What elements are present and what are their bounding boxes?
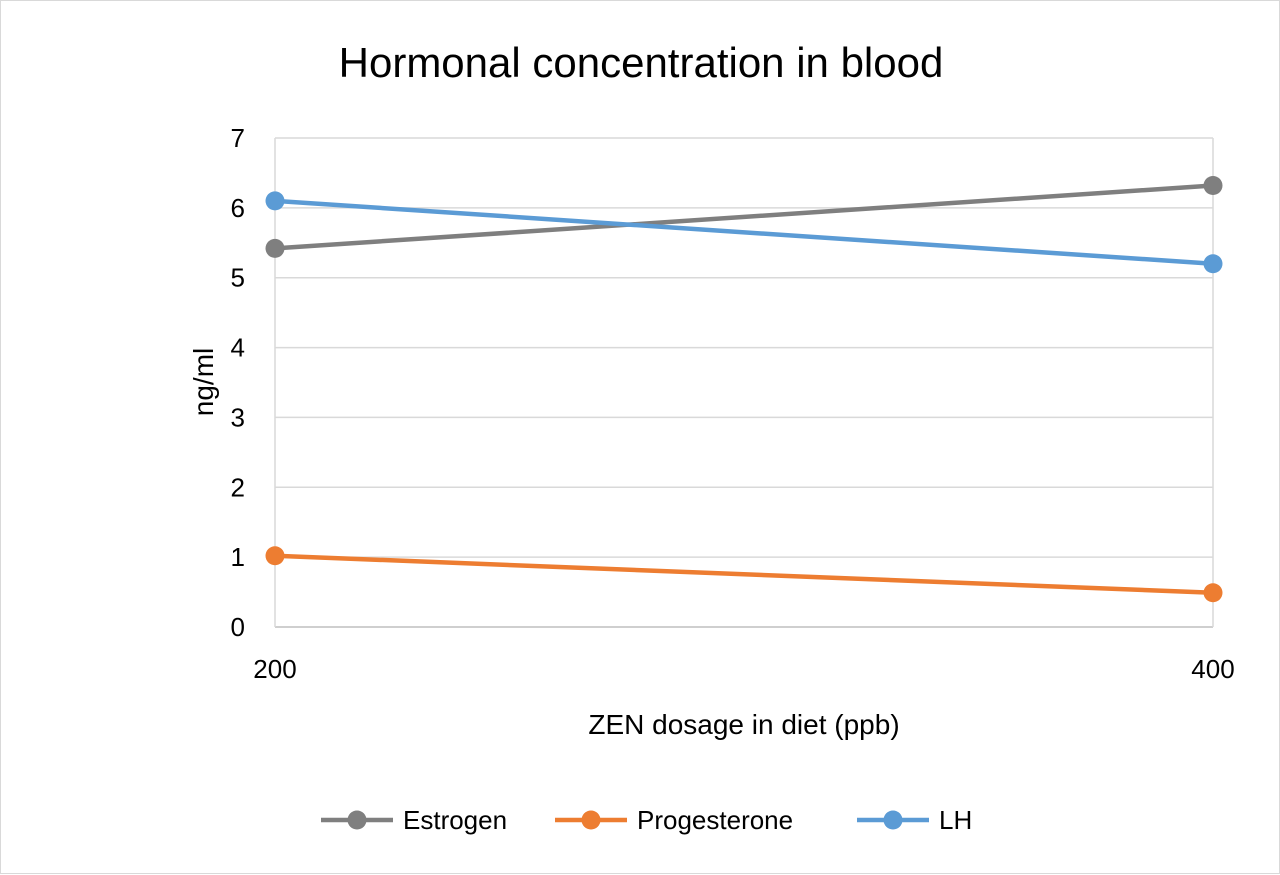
grid-lines [274,137,1214,628]
data-point-progesterone [265,546,285,566]
chart-title: Hormonal concentration in blood [339,39,944,86]
series-line-lh [272,198,1216,266]
y-axis-ticks: 0 1 2 3 4 5 6 7 [231,123,245,642]
series-line-estrogen [272,183,1216,251]
legend-label: Progesterone [637,805,793,835]
legend-swatch-marker [581,810,601,830]
y-tick-label: 5 [231,263,245,293]
y-axis-label: ng/ml [188,348,219,416]
x-tick-label: 200 [253,654,296,684]
x-axis-label: ZEN dosage in diet (ppb) [588,709,899,740]
y-tick-label: 7 [231,123,245,153]
data-point-estrogen [1203,176,1223,196]
x-axis-ticks: 200 400 [253,654,1234,684]
data-point-estrogen [265,238,285,258]
data-point-lh [265,191,285,211]
legend-swatch-marker [347,810,367,830]
legend-label: Estrogen [403,805,507,835]
y-tick-label: 3 [231,402,245,432]
y-tick-label: 0 [231,612,245,642]
y-tick-label: 6 [231,193,245,223]
legend-item-estrogen: Estrogen [321,805,507,835]
legend-swatch-marker [883,810,903,830]
legend-item-progesterone: Progesterone [555,805,793,835]
y-tick-label: 1 [231,542,245,572]
x-tick-label: 400 [1191,654,1234,684]
legend-label: LH [939,805,972,835]
y-tick-label: 2 [231,472,245,502]
y-tick-label: 4 [231,333,245,363]
series-layer [265,176,1223,603]
legend-item-lh: LH [857,805,972,835]
data-point-progesterone [1203,583,1223,603]
series-line-progesterone [272,553,1216,596]
legend: Estrogen Progesterone LH [321,805,972,835]
data-point-lh [1203,254,1223,274]
